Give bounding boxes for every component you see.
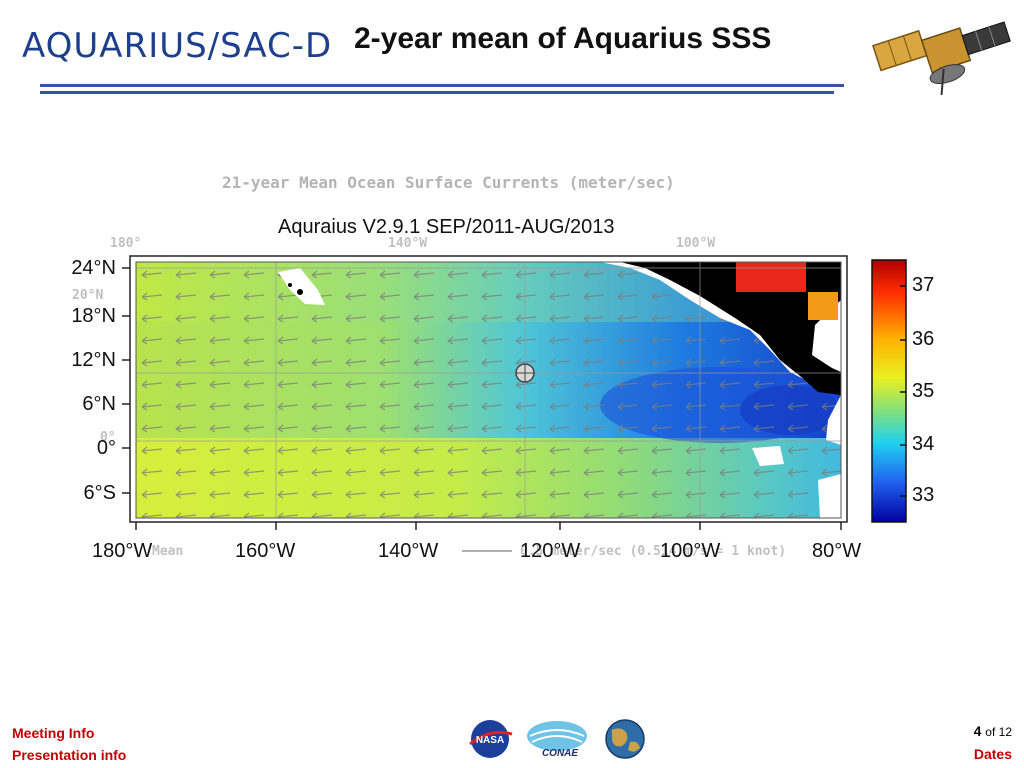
colorbar-label-36: 36 — [912, 328, 935, 350]
dates-text: Dates — [973, 746, 1012, 762]
galapagos-land — [752, 446, 784, 466]
nasa-logo: NASA — [469, 720, 513, 758]
lon-tick-140w: 140°W — [378, 540, 439, 562]
salinity-colorbar — [871, 259, 907, 523]
page-of: of 12 — [985, 725, 1012, 739]
lat-tick-24n: 24°N — [71, 257, 116, 279]
ghost-label-scale: 0.5 meter/sec (0.514 m/s = 1 knot) — [520, 544, 787, 559]
lon-tick-120w: 120°W — [520, 540, 581, 562]
lon-tick-160w: 160°W — [235, 540, 296, 562]
page-number: 4 — [973, 723, 982, 739]
colorbar-label-35: 35 — [912, 380, 935, 402]
map-title: Aquraius V2.9.1 SEP/2011-AUG/2013 — [278, 216, 615, 238]
slide-title: 2-year mean of Aquarius SSS — [354, 22, 772, 55]
currents-background-title: 21-year Mean Ocean Surface Currents (met… — [222, 173, 675, 192]
ghost-label-mean: Mean — [152, 544, 184, 559]
lon-tick-100w: 100°W — [660, 540, 721, 562]
colorbar-label-34: 34 — [912, 433, 935, 455]
asi-globe-logo — [605, 719, 645, 759]
ghost-label-100w: 100°W — [676, 236, 716, 251]
ghost-label-180: 180° — [110, 236, 142, 251]
colorbar-label-33: 33 — [912, 484, 935, 506]
ghost-label-20n: 20°N — [72, 288, 104, 303]
colorbar-label-37: 37 — [912, 274, 935, 296]
lon-tick-180w: 180°W — [92, 540, 153, 562]
lat-tick-6s: 6°S — [83, 482, 116, 504]
lat-tick-18n: 18°N — [71, 305, 116, 327]
ghost-label-140w: 140°W — [388, 236, 428, 251]
footer-meeting-block: Meeting Info Presentation info — [12, 722, 126, 766]
presentation-info-text: Presentation info — [12, 747, 127, 763]
svg-text:CONAE: CONAE — [542, 748, 578, 759]
header-rule-top — [40, 84, 844, 87]
satellite-icon — [872, 21, 1011, 96]
lon-tick-80w: 80°W — [812, 540, 862, 562]
header-rule-bottom — [40, 91, 834, 94]
lat-tick-12n: 12°N — [71, 349, 116, 371]
aquarius-sacd-logo: AQUARIUS/SAC-D — [22, 26, 333, 66]
conae-logo: CONAE — [527, 721, 587, 759]
svg-text:NASA: NASA — [476, 735, 504, 746]
hawaii-land — [278, 268, 325, 305]
lat-tick-6n: 6°N — [82, 393, 116, 415]
ghost-label-0: 0° — [100, 430, 116, 445]
meeting-info-text: Meeting Info — [12, 725, 95, 741]
lat-tick-0: 0° — [96, 437, 116, 459]
footer-page-block: 4 of 12 Dates — [974, 720, 1012, 765]
mexico-landmass — [620, 262, 841, 395]
gulf-high-salinity — [736, 262, 806, 292]
